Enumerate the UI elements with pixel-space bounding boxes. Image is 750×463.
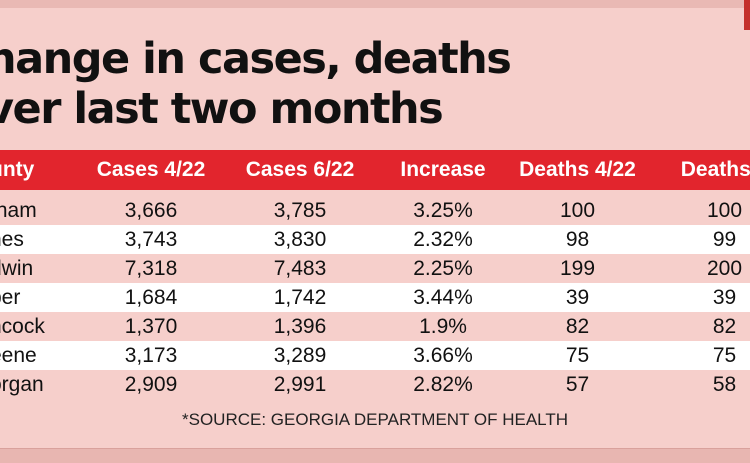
cell-deaths-6-22: 100 — [706, 199, 743, 222]
cell-cases-4-22: 7,318 — [124, 257, 178, 280]
cell-cases-6-22: 7,483 — [273, 257, 327, 280]
cell-county: eene — [0, 344, 37, 367]
table-row: dwin 7,318 7,483 2.25% 199 200 — [0, 254, 750, 283]
top-border — [0, 0, 750, 8]
cell-cases-6-22: 3,289 — [273, 344, 327, 367]
cell-increase: 2.82% — [413, 373, 473, 396]
cell-county: ncock — [0, 315, 45, 338]
cell-cases-4-22: 3,666 — [124, 199, 178, 222]
cell-cases-6-22: 3,785 — [273, 199, 327, 222]
cell-deaths-4-22: 199 — [559, 257, 596, 280]
cell-deaths-4-22: 39 — [565, 286, 590, 309]
cell-deaths-6-22: 58 — [712, 373, 737, 396]
header-deaths-6-22: Deaths 6 — [680, 158, 750, 181]
cell-county: tnam — [0, 199, 37, 222]
cell-deaths-4-22: 75 — [565, 344, 590, 367]
headline-line-1: hange in cases, deaths — [0, 34, 512, 84]
cell-county: dwin — [0, 257, 34, 280]
cell-increase: 3.66% — [413, 344, 473, 367]
corner-accent — [744, 0, 750, 30]
cell-deaths-6-22: 39 — [712, 286, 737, 309]
table-header-band — [0, 150, 750, 190]
cell-increase: 1.9% — [419, 315, 467, 338]
cell-cases-6-22: 1,396 — [273, 315, 327, 338]
cell-cases-6-22: 1,742 — [273, 286, 327, 309]
table-row: eene 3,173 3,289 3.66% 75 75 — [0, 341, 750, 370]
cell-cases-4-22: 1,684 — [124, 286, 178, 309]
cell-increase: 2.25% — [413, 257, 473, 280]
header-increase: Increase — [400, 158, 486, 181]
cell-cases-4-22: 1,370 — [124, 315, 178, 338]
cell-deaths-4-22: 57 — [565, 373, 590, 396]
table-row: nes 3,743 3,830 2.32% 98 99 — [0, 225, 750, 254]
cell-increase: 3.25% — [413, 199, 473, 222]
bottom-border — [0, 449, 750, 463]
cell-cases-6-22: 2,991 — [273, 373, 327, 396]
headline: hange in cases, deaths ver last two mont… — [0, 34, 512, 134]
cell-deaths-6-22: 200 — [706, 257, 743, 280]
cell-deaths-4-22: 98 — [565, 228, 590, 251]
cell-cases-4-22: 3,173 — [124, 344, 178, 367]
table-row: organ 2,909 2,991 2.82% 57 58 — [0, 370, 750, 399]
header-cases-4-22: Cases 4/22 — [96, 158, 206, 181]
cell-county: organ — [0, 373, 44, 396]
bottom-rule — [0, 448, 750, 449]
header-county: unty — [0, 158, 35, 181]
cell-deaths-6-22: 82 — [712, 315, 737, 338]
table-row: ncock 1,370 1,396 1.9% 82 82 — [0, 312, 750, 341]
cell-cases-4-22: 3,743 — [124, 228, 178, 251]
header-deaths-4-22: Deaths 4/22 — [519, 158, 636, 181]
source-note: *SOURCE: GEORGIA DEPARTMENT OF HEALTH — [181, 410, 569, 429]
headline-line-2: ver last two months — [0, 84, 444, 134]
table-row: per 1,684 1,742 3.44% 39 39 — [0, 283, 750, 312]
cell-county: nes — [0, 228, 24, 251]
table-row: tnam 3,666 3,785 3.25% 100 100 — [0, 196, 750, 225]
cell-increase: 3.44% — [413, 286, 473, 309]
cell-deaths-6-22: 75 — [712, 344, 737, 367]
cell-county: per — [0, 286, 21, 309]
cell-deaths-6-22: 99 — [712, 228, 737, 251]
cell-cases-6-22: 3,830 — [273, 228, 327, 251]
header-cases-6-22: Cases 6/22 — [245, 158, 355, 181]
cell-deaths-4-22: 100 — [559, 199, 596, 222]
cell-cases-4-22: 2,909 — [124, 373, 178, 396]
cell-deaths-4-22: 82 — [565, 315, 590, 338]
cell-increase: 2.32% — [413, 228, 473, 251]
